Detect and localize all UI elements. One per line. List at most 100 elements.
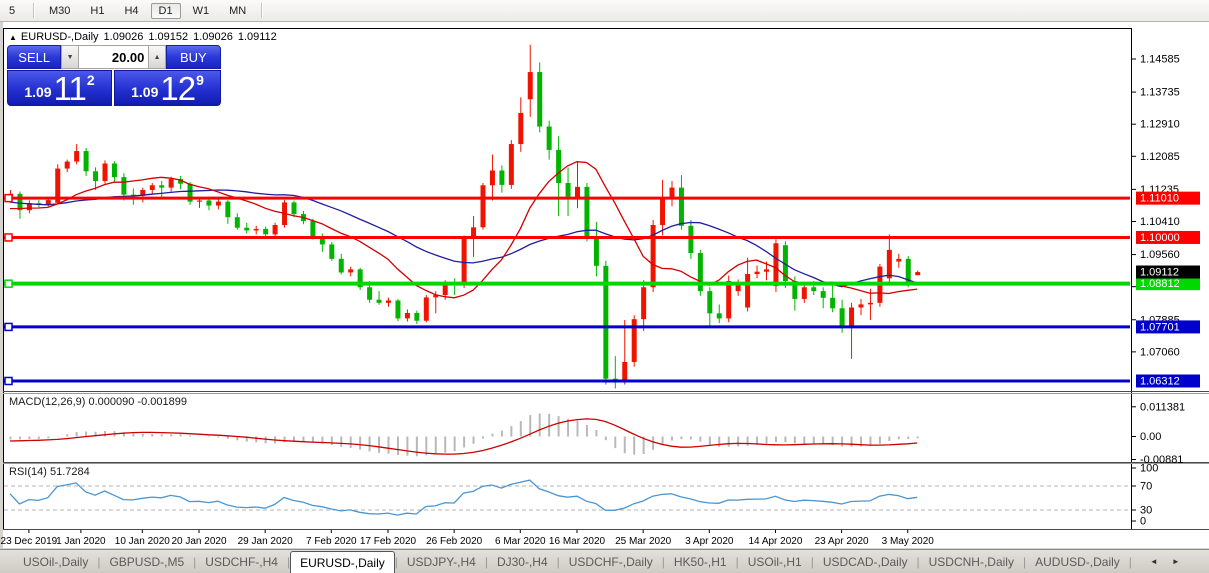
pane-borders	[3, 28, 1209, 530]
svg-text:100: 100	[1140, 463, 1158, 475]
timeframe-button-mn[interactable]: MN	[229, 4, 247, 17]
timeframe-button-w1[interactable]: W1	[192, 4, 210, 17]
svg-text:7 Feb 2020: 7 Feb 2020	[306, 536, 357, 547]
svg-text:6 Mar 2020: 6 Mar 2020	[495, 536, 546, 547]
rsi-pane[interactable]	[4, 479, 1131, 516]
svg-text:1.10410: 1.10410	[1140, 216, 1180, 228]
ohlc-low: 1.09026	[193, 31, 233, 43]
svg-text:-0.00881: -0.00881	[1140, 454, 1183, 466]
tab-separator: |	[735, 554, 739, 569]
ohlc-close: 1.09112	[237, 31, 277, 43]
level-price-label: 1.08812	[1136, 277, 1200, 291]
svg-text:25 Mar 2020: 25 Mar 2020	[615, 536, 672, 547]
svg-text:70: 70	[1140, 481, 1152, 493]
sell-price-panel[interactable]: 1.09 11 2	[7, 69, 113, 107]
timeframe-button-h4[interactable]: H4	[124, 4, 139, 17]
sell-price-pips: 11	[53, 69, 87, 107]
chart-tab-usoil-daily[interactable]: USOil-,Daily	[23, 554, 89, 569]
chart-tab-gbpusd-m5[interactable]: GBPUSD-,M5	[109, 554, 185, 569]
chart-tab-usdchf-daily[interactable]: USDCHF-,Daily	[568, 554, 653, 569]
tab-separator: |	[916, 554, 920, 569]
svg-text:1.14585: 1.14585	[1140, 54, 1180, 66]
svg-text:1.09560: 1.09560	[1140, 249, 1180, 261]
chart-tab-usdcnh-daily[interactable]: USDCNH-,Daily	[928, 554, 1014, 569]
chart-symbol-label: EURUSD-,Daily	[20, 31, 99, 43]
horizontal-level-line[interactable]	[4, 322, 1131, 332]
level-price-label: 1.11010	[1136, 191, 1200, 205]
svg-text:1.07060: 1.07060	[1140, 346, 1180, 358]
timeframe-button-h1[interactable]: H1	[90, 4, 105, 17]
svg-text:0: 0	[1140, 516, 1146, 528]
svg-text:1 Jan 2020: 1 Jan 2020	[56, 536, 106, 547]
svg-text:1.06312: 1.06312	[1140, 375, 1180, 387]
horizontal-level-line[interactable]	[4, 279, 1131, 288]
horizontal-level-line[interactable]	[4, 193, 1131, 203]
tab-separator: |	[661, 554, 665, 569]
macd-indicator-label: MACD(12,26,9) 0.000090 -0.001899	[9, 396, 187, 408]
toolbar-separator	[33, 3, 34, 18]
price-axis: 1.145851.137351.129101.120851.112351.104…	[1132, 54, 1200, 528]
tab-separator: |	[1128, 554, 1132, 569]
chart-tab-dj30-h4[interactable]: DJ30-,H4	[496, 554, 548, 569]
candlestick-pane[interactable]	[4, 44, 1131, 389]
collapse-trade-panel-icon[interactable]: ▲	[9, 33, 17, 42]
svg-text:3 May 2020: 3 May 2020	[882, 536, 935, 547]
chart-tab-audusd-daily[interactable]: AUDUSD-,Daily	[1035, 554, 1120, 569]
svg-text:20 Jan 2020: 20 Jan 2020	[171, 536, 226, 547]
volume-increase-button[interactable]: ▲	[148, 45, 166, 69]
level-price-label: 1.06312	[1136, 374, 1200, 388]
toolbar-separator	[261, 3, 263, 18]
volume-decrease-button[interactable]: ▼	[61, 45, 79, 69]
svg-text:23 Dec 2019: 23 Dec 2019	[1, 536, 58, 547]
horizontal-level-line[interactable]	[4, 376, 1131, 386]
tab-separator: |	[556, 554, 560, 569]
tab-separator: |	[810, 554, 814, 569]
svg-text:1.12910: 1.12910	[1140, 119, 1180, 131]
timeframe-button-m30[interactable]: M30	[49, 4, 71, 17]
chart-tab-usoil-h1[interactable]: USOil-,H1	[747, 554, 802, 569]
level-price-label: 1.07701	[1136, 320, 1200, 334]
timeframe-button-d1[interactable]: D1	[150, 2, 181, 19]
volume-input[interactable]: 20.00	[78, 45, 149, 69]
chart-tab-usdcad-daily[interactable]: USDCAD-,Daily	[822, 554, 908, 569]
svg-text:10 Jan 2020: 10 Jan 2020	[115, 536, 170, 547]
svg-text:29 Jan 2020: 29 Jan 2020	[238, 536, 293, 547]
tab-separator: |	[193, 554, 197, 569]
tab-separator: |	[286, 554, 291, 569]
buy-price-base: 1.09	[131, 84, 159, 100]
candles	[8, 44, 921, 389]
sell-button[interactable]: SELL	[7, 45, 62, 69]
timeframe-button-5[interactable]: 5	[9, 4, 16, 17]
tab-scroll-left-icon[interactable]: ◄	[1149, 557, 1158, 566]
buy-price-panel[interactable]: 1.09 12 9	[114, 70, 221, 106]
svg-text:1.13735: 1.13735	[1140, 87, 1180, 99]
svg-text:30: 30	[1140, 505, 1152, 517]
timeframe-toolbar: 5 M30 H1 H4 D1 W1 MN	[0, 0, 1209, 22]
tab-scroll-right-icon[interactable]: ►	[1171, 557, 1180, 566]
chart-area[interactable]: 1.145851.137351.129101.120851.112351.104…	[0, 0, 1209, 549]
chart-tab-bar: USOil-,Daily | GBPUSD-,M5 | USDCHF-,H4 | EURUS…	[0, 549, 1209, 573]
sell-price-point: 2	[86, 72, 95, 88]
current-price-label: 1.09112	[1136, 265, 1200, 279]
svg-text:16 Mar 2020: 16 Mar 2020	[549, 536, 606, 547]
rsi-line	[9, 479, 918, 516]
chart-tab-eurusd-daily[interactable]: EURUSD-,Daily	[290, 551, 395, 573]
macd-pane[interactable]	[9, 413, 919, 457]
chart-tab-hk50-h1[interactable]: HK50-,H1	[673, 554, 727, 569]
ohlc-open: 1.09026	[103, 31, 144, 43]
one-click-trade-widget: SELL ▼ 20.00 ▲ BUY 1.09 11 2 1.09 12 9	[7, 45, 222, 107]
tab-separator: |	[484, 554, 488, 569]
horizontal-level-line[interactable]	[4, 233, 1131, 242]
svg-text:3 Apr 2020: 3 Apr 2020	[685, 536, 734, 547]
svg-text:1.12085: 1.12085	[1140, 151, 1180, 163]
buy-price-point: 9	[196, 72, 204, 88]
buy-button[interactable]: BUY	[165, 45, 222, 69]
rsi-indicator-label: RSI(14) 51.7284	[9, 466, 90, 478]
ma-fast-line	[9, 161, 918, 299]
svg-text:23 Apr 2020: 23 Apr 2020	[815, 536, 869, 547]
svg-text:1.09112: 1.09112	[1140, 267, 1179, 279]
chart-tab-usdchf-h4[interactable]: USDCHF-,H4	[205, 554, 278, 569]
chart-tab-usdjpy-h4[interactable]: USDJPY-,H4	[406, 554, 476, 569]
tab-separator: |	[1022, 554, 1027, 569]
